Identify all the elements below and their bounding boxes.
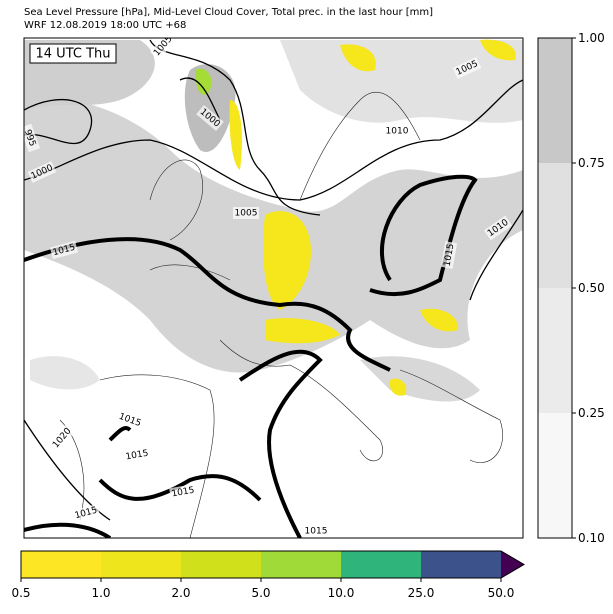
colorbar-tick-label: 10.0 bbox=[328, 586, 355, 600]
precipitation bbox=[195, 39, 516, 396]
colorbar-tick-label: 1.00 bbox=[578, 31, 605, 45]
colorbar-tick-label: 0.5 bbox=[11, 586, 30, 600]
colorbar-tick-label: 0.10 bbox=[578, 531, 605, 545]
contour-label-bg bbox=[440, 241, 458, 269]
coastlines bbox=[59, 91, 503, 538]
colorbar-band bbox=[538, 288, 572, 413]
contour-label-bg bbox=[71, 503, 101, 523]
contour-label-bg bbox=[49, 424, 75, 452]
contour-label: 1015 bbox=[305, 527, 328, 537]
contour-label-bg bbox=[452, 57, 482, 79]
contour-label: 1005 bbox=[235, 209, 258, 219]
time-label: 14 UTC Thu bbox=[36, 47, 111, 62]
colorbar-tick-label: 25.0 bbox=[408, 586, 435, 600]
colorbar-band bbox=[261, 551, 341, 578]
contour-label-bg bbox=[123, 446, 151, 464]
colorbar-band bbox=[341, 551, 421, 578]
isobars bbox=[24, 39, 523, 521]
contour-label: 995 bbox=[22, 128, 37, 148]
contour-label-bg bbox=[483, 215, 513, 241]
colorbar-tick-label: 0.50 bbox=[578, 281, 605, 295]
contour-label-bg bbox=[115, 409, 145, 431]
colorbar-tick-label: 5.0 bbox=[251, 586, 270, 600]
title: Sea Level Pressure [hPa], Mid-Level Clou… bbox=[24, 7, 433, 18]
colorbar-band bbox=[101, 551, 181, 578]
contour-label-bg bbox=[233, 207, 259, 219]
colorbar-tick-label: 2.0 bbox=[171, 586, 190, 600]
cloud-colorbar: 0.10 0.25 0.50 0.75 1.00 bbox=[537, 31, 605, 545]
colorbar-band bbox=[538, 163, 572, 288]
colorbar-tick-label: 1.0 bbox=[91, 586, 110, 600]
colorbar-tick-label: 0.75 bbox=[578, 156, 605, 170]
time-label-box bbox=[29, 43, 117, 64]
contour-label-bg bbox=[27, 161, 57, 183]
contour-label-bg bbox=[196, 105, 224, 131]
isobar-1015 bbox=[24, 174, 478, 538]
contour-label: 1015 bbox=[171, 486, 195, 500]
colorbar-tick-label: 50.0 bbox=[488, 586, 515, 600]
colorbar-band bbox=[21, 551, 101, 578]
map: 1005100099510001010100510051015101010151… bbox=[22, 37, 524, 539]
contour-label-bg bbox=[169, 483, 197, 501]
colorbar-tick-label: 0.25 bbox=[578, 406, 605, 420]
colorbar-band bbox=[538, 38, 572, 163]
contour-label: 1015 bbox=[125, 449, 149, 463]
precip-colorbar: 0.5 1.0 2.0 5.0 10.0 25.0 50.0 bbox=[11, 550, 525, 600]
contour-label: 1015 bbox=[443, 243, 457, 267]
contour-label-bg bbox=[384, 125, 410, 137]
colorbar-band bbox=[538, 413, 572, 538]
colorbar-band bbox=[181, 551, 261, 578]
contour-label-bg bbox=[303, 525, 329, 537]
colorbar-band bbox=[421, 551, 501, 578]
colorbar-frame bbox=[20, 550, 525, 579]
contour-label-bg bbox=[49, 240, 79, 260]
contour-label: 1010 bbox=[386, 127, 409, 137]
colorbar-extend bbox=[501, 551, 524, 578]
map-frame bbox=[23, 37, 524, 539]
contour-label-bg bbox=[24, 123, 41, 153]
subtitle: WRF 12.08.2019 18:00 UTC +68 bbox=[24, 20, 186, 31]
contour-label-bg bbox=[150, 38, 176, 60]
